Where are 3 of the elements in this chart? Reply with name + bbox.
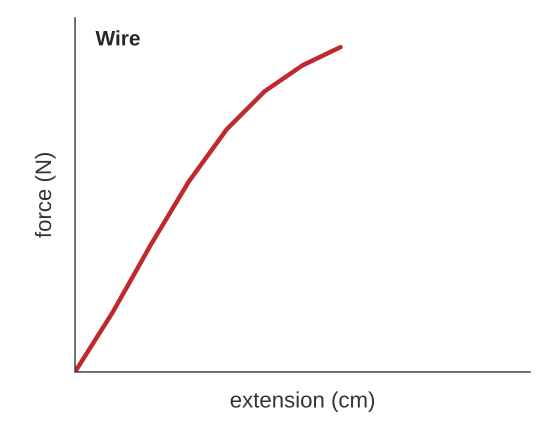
y-axis-title: force (N)	[34, 153, 56, 238]
x-axis-title: extension (cm)	[230, 391, 374, 412]
chart-title: Wire	[96, 30, 140, 46]
